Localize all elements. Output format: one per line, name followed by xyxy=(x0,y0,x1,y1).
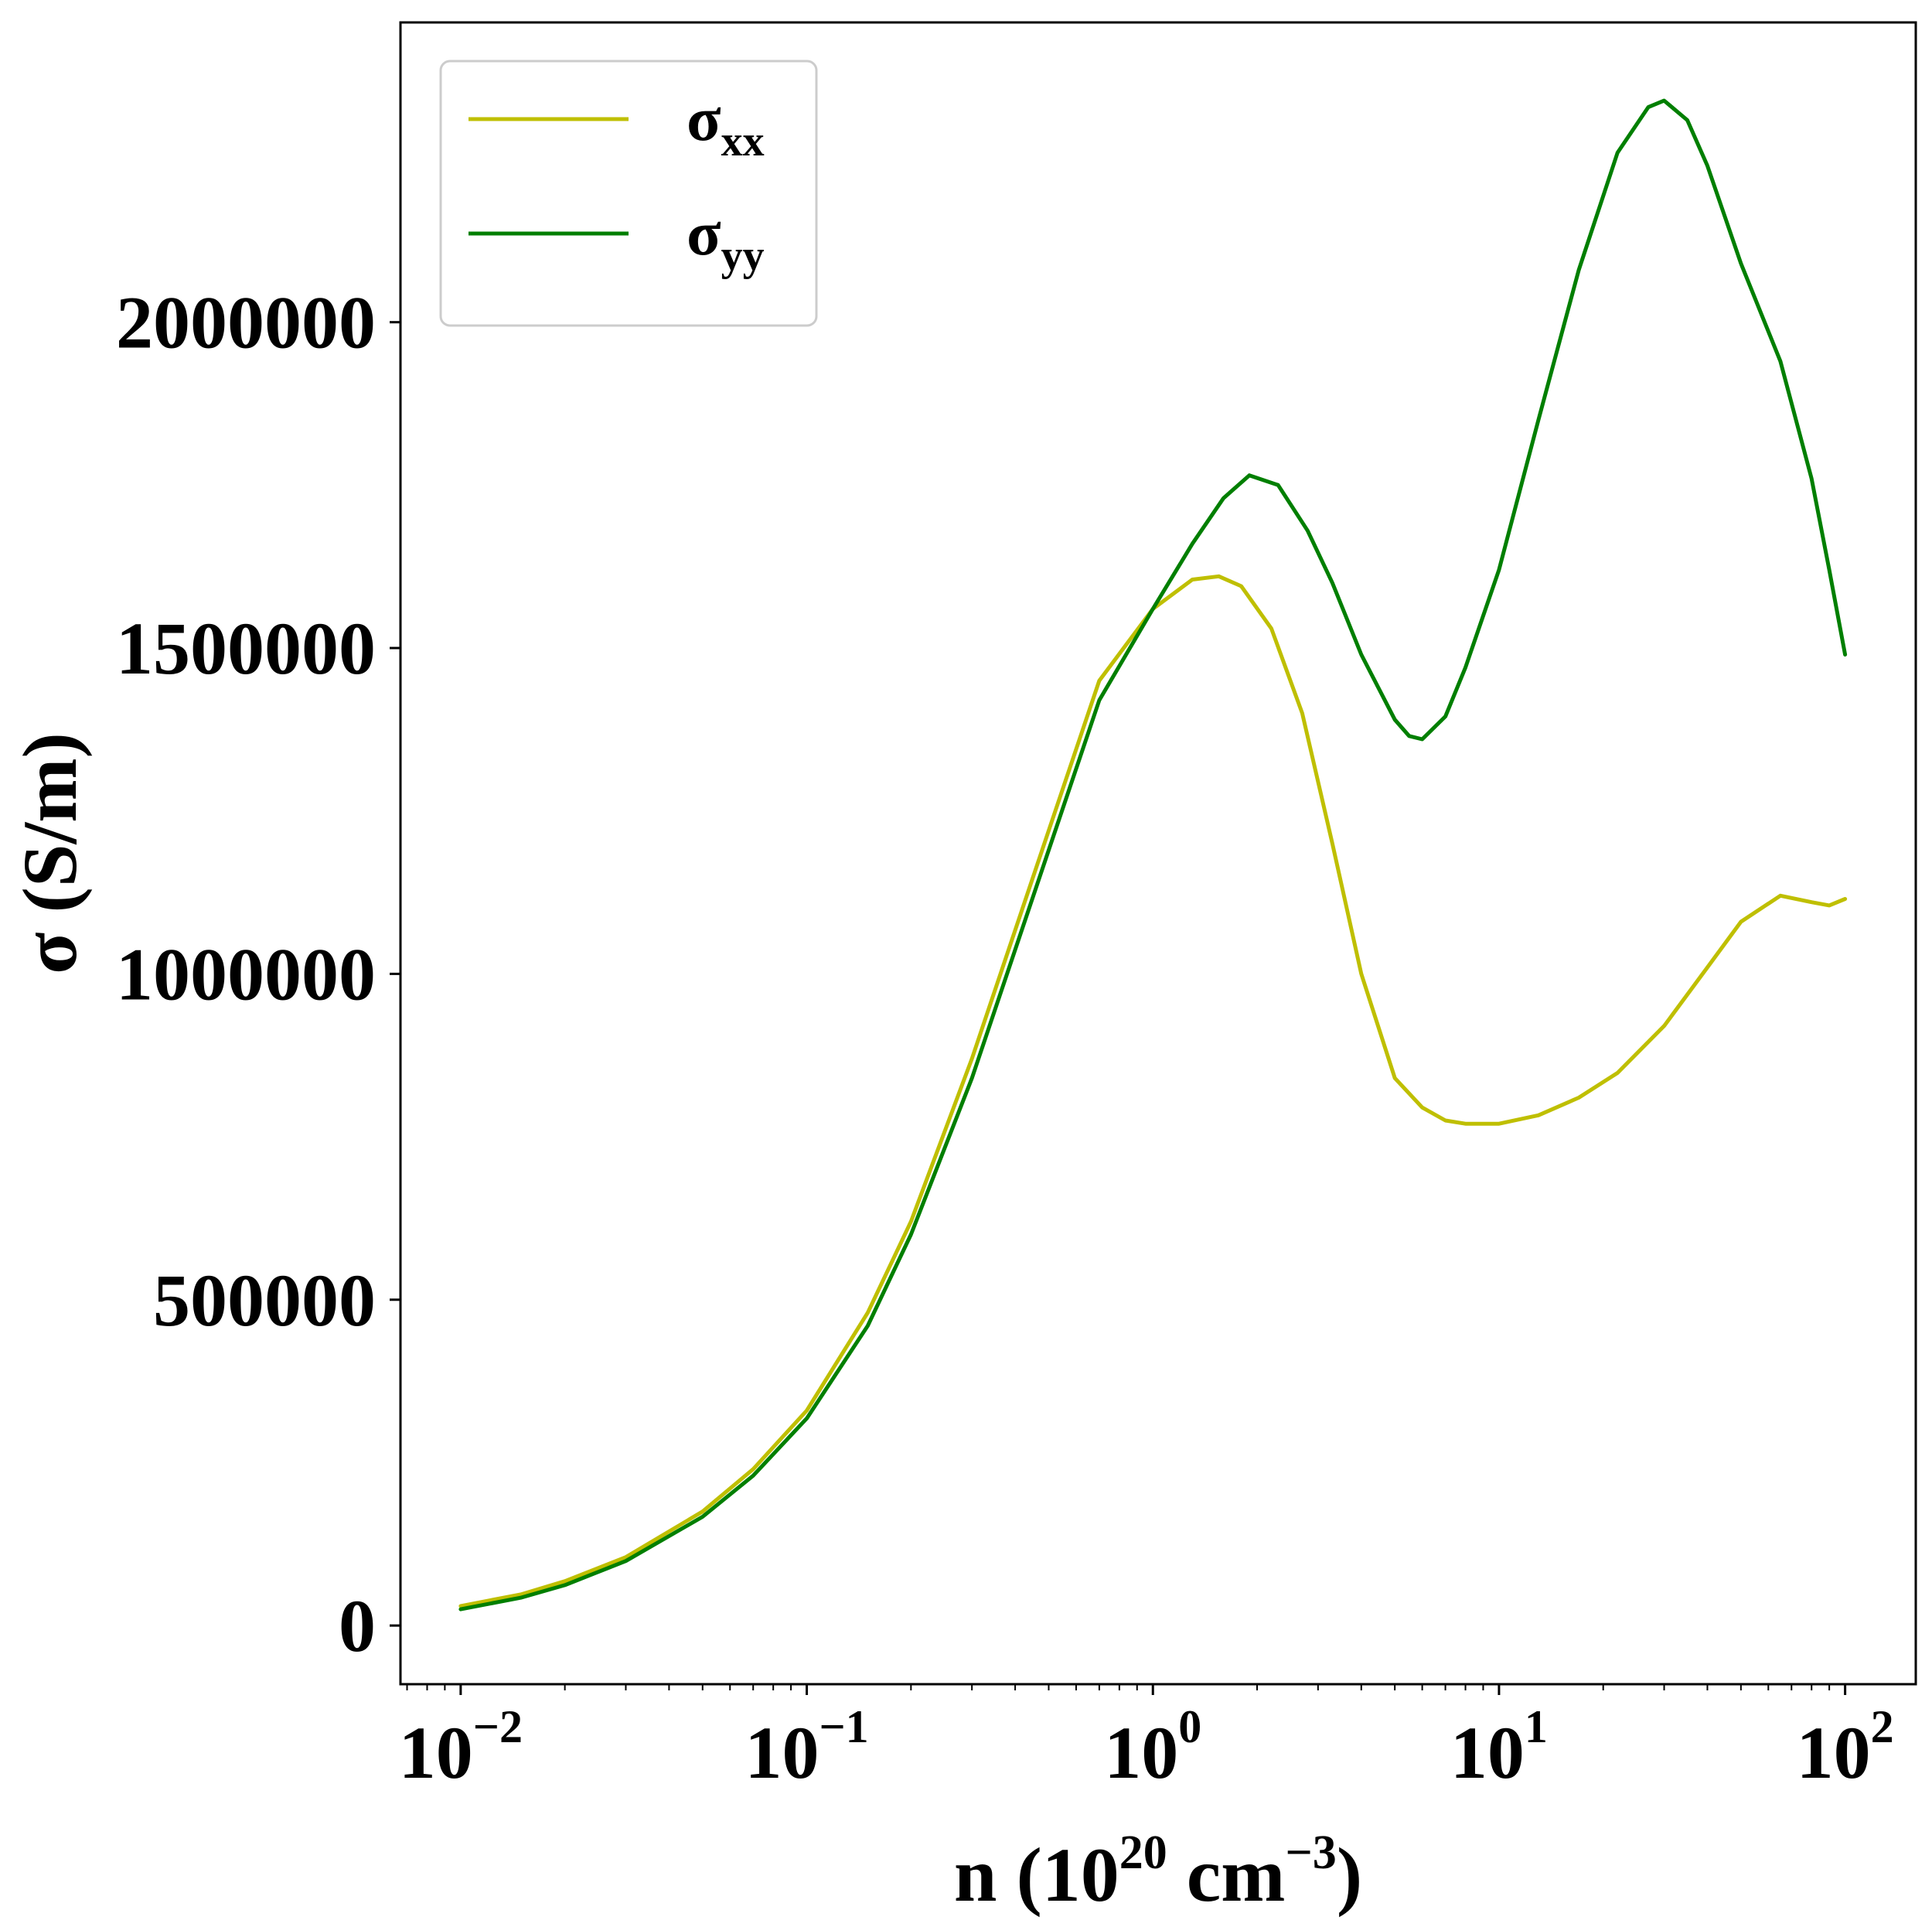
x-axis: 10−2 10−1 100 101 102 xyxy=(399,1684,1894,1794)
x-axis-label-sup1: 20 xyxy=(1119,1826,1167,1879)
x-tick-label: 10−1 xyxy=(745,1701,868,1794)
y-tick-label: 500000 xyxy=(153,1259,376,1342)
x-axis-label-sup2: −3 xyxy=(1285,1826,1336,1879)
x-tick-label-exponent: 2 xyxy=(1871,1701,1894,1752)
x-tick-label-base: 10 xyxy=(1797,1711,1871,1794)
x-tick-label-exponent: 1 xyxy=(1525,1701,1548,1752)
series-layer xyxy=(458,98,1848,1612)
x-axis-label-suffix: ) xyxy=(1337,1832,1362,1918)
x-axis-label-prefix: n (10 xyxy=(954,1832,1119,1918)
series-line-xx xyxy=(458,574,1848,1608)
y-tick-label: 1000000 xyxy=(116,933,376,1015)
legend-frame xyxy=(439,60,818,327)
legend-label-xx: σxx xyxy=(687,84,765,165)
legend-label-subscript: yy xyxy=(721,232,765,280)
x-tick-label-exponent: −2 xyxy=(473,1701,523,1752)
x-axis-label: n (1020 cm−3) xyxy=(954,1826,1362,1918)
x-tick-label: 100 xyxy=(1104,1701,1201,1794)
legend-label-symbol: σ xyxy=(687,84,721,154)
series-line-yy xyxy=(458,98,1848,1612)
y-tick-label: 1500000 xyxy=(116,607,376,690)
x-tick-label-base: 10 xyxy=(1450,1711,1525,1794)
x-tick-label-exponent: −1 xyxy=(819,1701,868,1752)
x-axis-label-middle: cm xyxy=(1167,1832,1286,1918)
x-tick-label: 102 xyxy=(1797,1701,1894,1794)
legend-label-subscript: xx xyxy=(721,118,765,165)
y-tick-label: 2000000 xyxy=(116,281,376,364)
x-tick-label: 101 xyxy=(1450,1701,1548,1794)
y-tick-label: 0 xyxy=(339,1584,376,1667)
x-tick-label-base: 10 xyxy=(745,1711,819,1794)
x-tick-label-exponent: 0 xyxy=(1178,1701,1201,1752)
y-axis-label: σ (S/m) xyxy=(7,732,93,974)
x-tick-label: 10−2 xyxy=(399,1701,523,1794)
plot-frame xyxy=(399,21,1917,1686)
legend-label-yy: σyy xyxy=(687,198,765,280)
x-tick-label-base: 10 xyxy=(1104,1711,1178,1794)
x-tick-label-base: 10 xyxy=(399,1711,473,1794)
legend-label-symbol: σ xyxy=(687,198,721,268)
y-axis: 0 500000 1000000 1500000 2000000 xyxy=(116,281,400,1667)
